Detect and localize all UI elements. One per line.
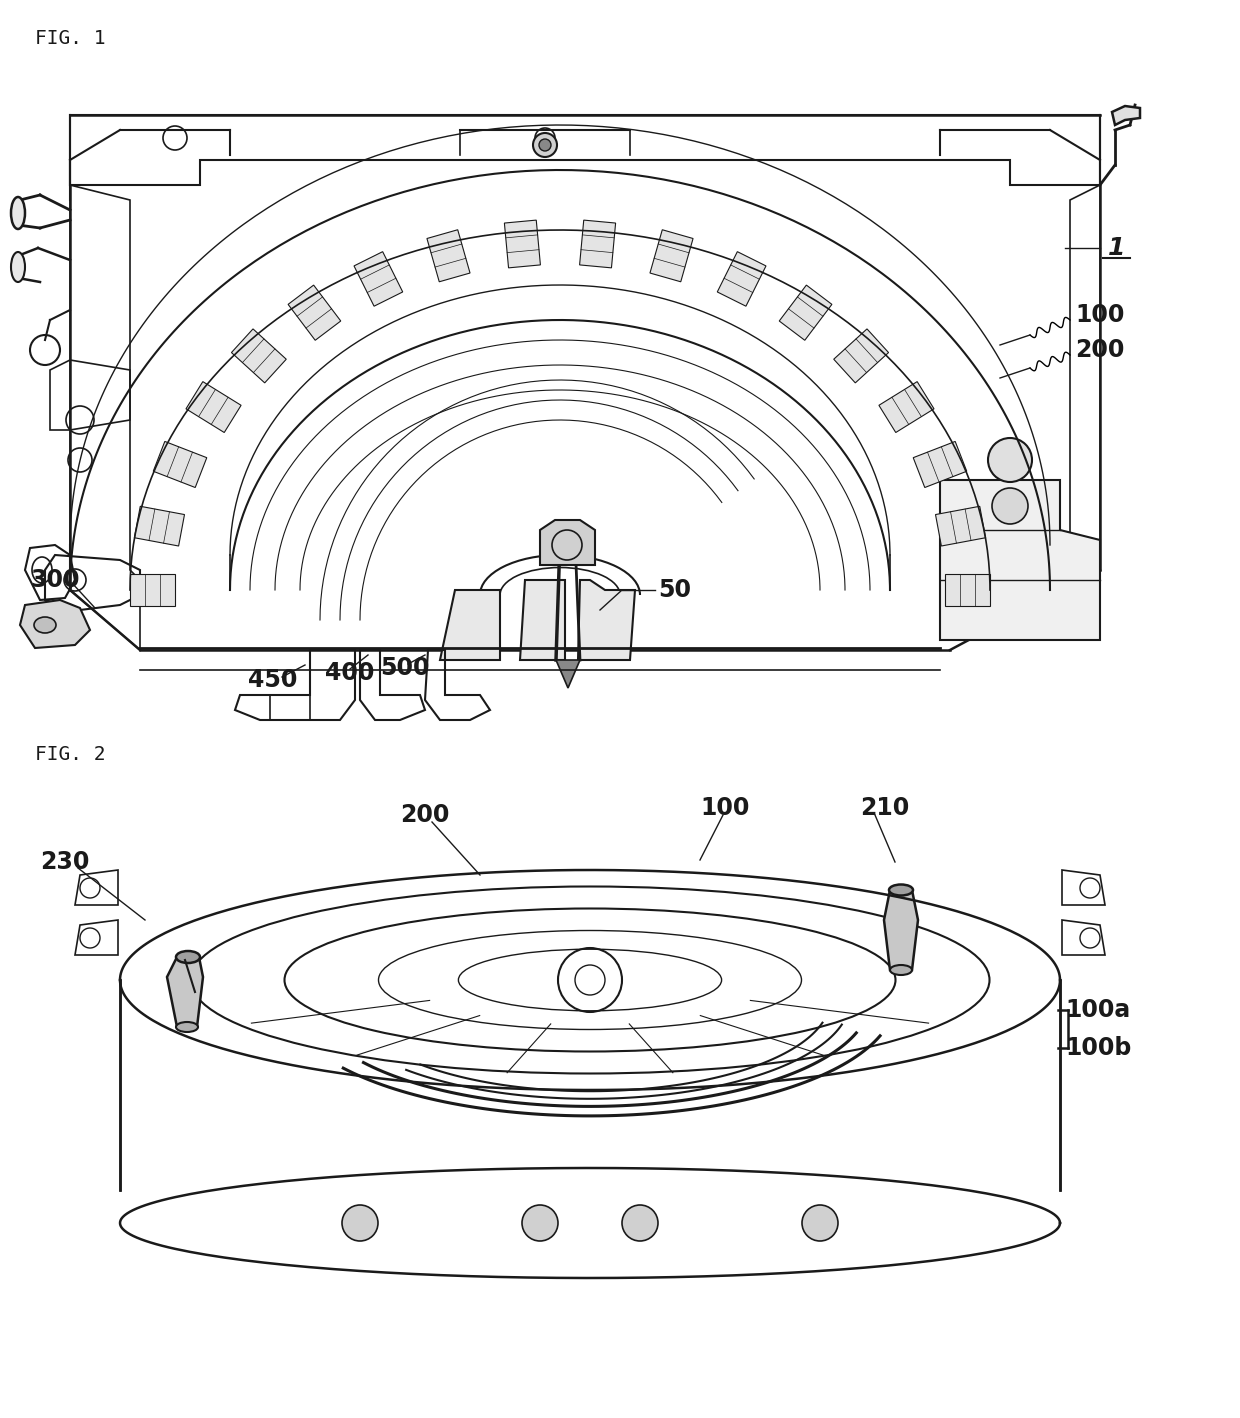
Text: 100b: 100b [1065,1037,1131,1061]
Ellipse shape [176,1022,198,1032]
Polygon shape [440,590,500,659]
Text: 230: 230 [40,849,89,873]
Text: 210: 210 [861,795,909,820]
Ellipse shape [11,197,25,228]
Text: 200: 200 [1075,337,1125,362]
Polygon shape [232,329,286,383]
Polygon shape [913,441,967,488]
Text: 100: 100 [701,795,749,820]
Ellipse shape [33,617,56,632]
Text: 450: 450 [248,668,298,692]
Ellipse shape [176,951,200,963]
Text: FIG. 2: FIG. 2 [35,746,105,764]
Text: 1: 1 [1109,235,1126,259]
Polygon shape [505,220,541,268]
Text: 50: 50 [658,579,691,603]
Polygon shape [427,230,470,282]
Polygon shape [650,230,693,282]
Polygon shape [154,441,207,488]
Circle shape [622,1205,658,1241]
Text: 200: 200 [401,803,449,827]
Polygon shape [1112,106,1140,125]
Polygon shape [833,329,889,383]
Text: 100a: 100a [1065,998,1130,1022]
Text: 400: 400 [325,661,374,685]
Circle shape [342,1205,378,1241]
Ellipse shape [889,885,913,896]
Polygon shape [779,285,832,340]
Polygon shape [130,574,175,605]
Circle shape [988,438,1032,482]
Polygon shape [288,285,341,340]
Polygon shape [556,659,580,688]
Polygon shape [353,251,403,306]
Polygon shape [134,506,185,546]
Text: 300: 300 [30,569,79,591]
Polygon shape [579,220,615,268]
Polygon shape [884,891,918,970]
Polygon shape [186,381,241,432]
Polygon shape [578,580,635,659]
Circle shape [992,488,1028,525]
Circle shape [533,133,557,157]
Polygon shape [940,481,1100,640]
Circle shape [539,139,551,150]
Polygon shape [520,580,565,659]
Polygon shape [539,520,595,564]
Polygon shape [935,506,986,546]
Polygon shape [717,251,766,306]
Text: 100: 100 [1075,303,1125,328]
Ellipse shape [890,966,911,976]
Circle shape [802,1205,838,1241]
Polygon shape [879,381,934,432]
Polygon shape [167,957,203,1027]
Circle shape [522,1205,558,1241]
Text: 500: 500 [379,657,429,681]
Polygon shape [20,600,91,648]
Ellipse shape [11,252,25,282]
Text: FIG. 1: FIG. 1 [35,28,105,47]
Polygon shape [945,574,990,605]
